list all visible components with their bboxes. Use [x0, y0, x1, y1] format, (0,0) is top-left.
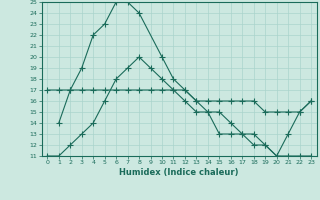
X-axis label: Humidex (Indice chaleur): Humidex (Indice chaleur): [119, 168, 239, 177]
